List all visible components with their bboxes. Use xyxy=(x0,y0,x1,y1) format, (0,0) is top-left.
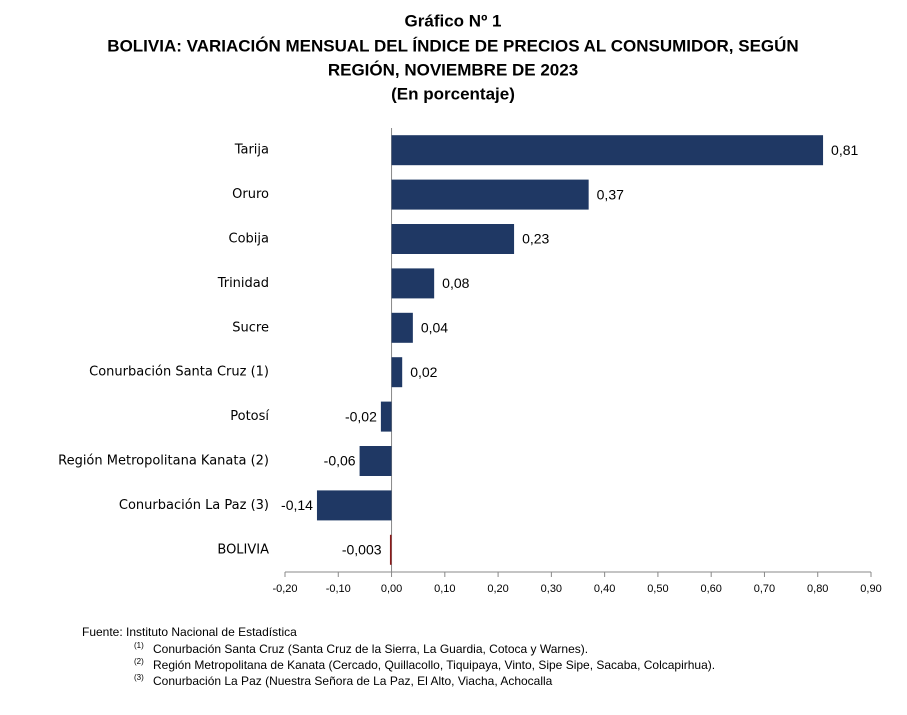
y-tick-label: Región Metropolitana Kanata (2) xyxy=(58,454,269,469)
y-tick-label: Sucre xyxy=(232,320,269,335)
data-label: -0,06 xyxy=(324,453,356,469)
x-tick-label: -0,20 xyxy=(272,583,297,595)
bar xyxy=(359,446,392,476)
chart-subtitle: (En porcentaje) xyxy=(391,84,515,103)
data-label: 0,02 xyxy=(410,364,437,380)
x-tick-label: -0,10 xyxy=(326,583,351,595)
y-tick-label: Conurbación La Paz (3) xyxy=(119,498,269,513)
bar xyxy=(316,490,392,521)
data-label: 0,04 xyxy=(421,320,448,336)
x-tick-label: 0,90 xyxy=(860,583,881,595)
x-tick-label: 0,50 xyxy=(647,583,668,595)
x-tick-label: 0,60 xyxy=(700,583,721,595)
bar xyxy=(391,357,403,388)
note-marker: (1) xyxy=(134,641,144,650)
chart-title: REGIÓN, NOVIEMBRE DE 2023 xyxy=(328,60,578,79)
y-tick-label: BOLIVIA xyxy=(217,542,269,557)
x-tick-label: 0,20 xyxy=(487,583,508,595)
note-marker: (3) xyxy=(134,673,144,682)
chart-title: BOLIVIA: VARIACIÓN MENSUAL DEL ÍNDICE DE… xyxy=(107,36,798,55)
y-tick-label: Cobija xyxy=(229,232,269,247)
x-tick-label: 0,10 xyxy=(434,583,455,595)
bar xyxy=(391,179,589,210)
y-tick-label: Trinidad xyxy=(217,276,269,291)
bar xyxy=(391,135,824,166)
data-label: -0,02 xyxy=(345,408,377,424)
note-marker: (2) xyxy=(134,657,144,666)
data-label: 0,23 xyxy=(522,231,549,247)
note-text: Conurbación Santa Cruz (Santa Cruz de la… xyxy=(153,642,588,656)
x-tick-label: 0,80 xyxy=(807,583,828,595)
y-tick-label: Conurbación Santa Cruz (1) xyxy=(89,365,269,380)
source: Fuente: Instituto Nacional de Estadístic… xyxy=(82,625,297,639)
y-tick-label: Potosí xyxy=(230,409,269,424)
bar xyxy=(391,268,435,299)
y-tick-label: Oruro xyxy=(232,187,269,202)
data-label: -0,14 xyxy=(281,497,313,513)
x-tick-label: 0,00 xyxy=(381,583,402,595)
x-tick-label: 0,40 xyxy=(594,583,615,595)
bar xyxy=(380,401,392,432)
bar xyxy=(389,534,392,565)
bar xyxy=(391,224,515,254)
y-tick-label: Tarija xyxy=(234,143,269,158)
x-tick-label: 0,70 xyxy=(754,583,775,595)
data-label: 0,08 xyxy=(442,275,469,291)
note-text: Conurbación La Paz (Nuestra Señora de La… xyxy=(153,674,553,688)
data-label: -0,003 xyxy=(342,542,382,558)
data-label: 0,81 xyxy=(831,142,858,158)
x-tick-label: 0,30 xyxy=(541,583,562,595)
chart-title: Gráfico Nº 1 xyxy=(405,11,502,30)
bar xyxy=(391,312,413,343)
note-text: Región Metropolitana de Kanata (Cercado,… xyxy=(153,658,715,672)
data-label: 0,37 xyxy=(597,186,624,202)
